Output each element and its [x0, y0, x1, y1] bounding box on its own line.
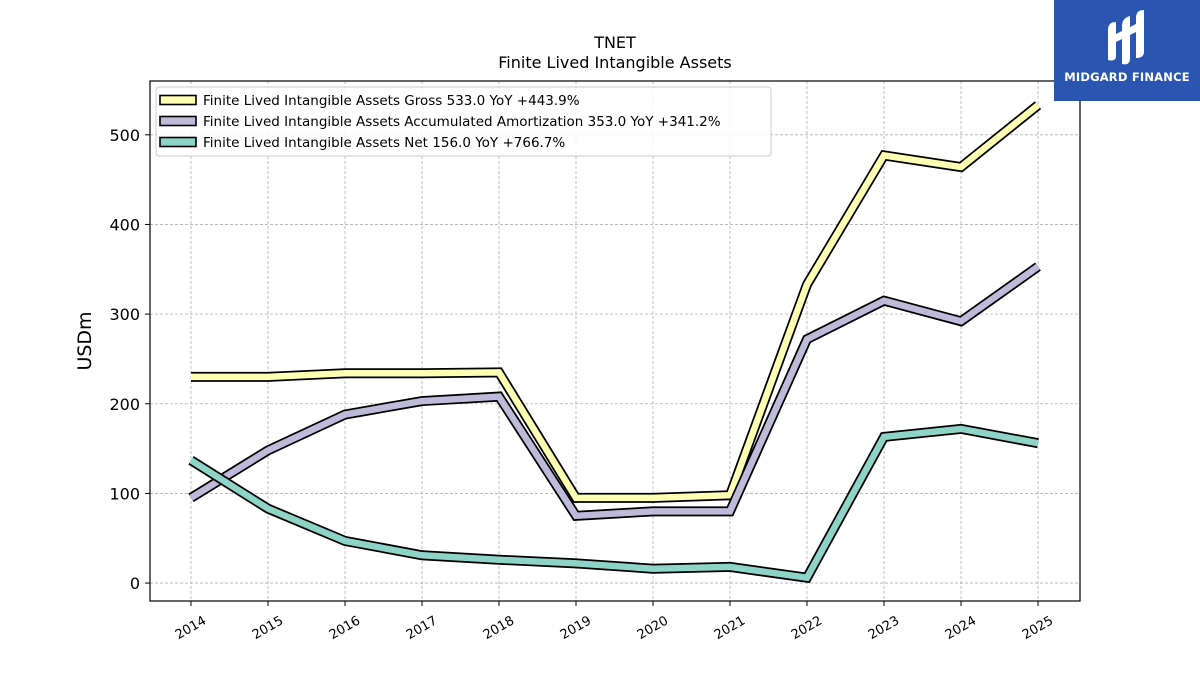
x-tick-label: 2018 [481, 613, 517, 643]
y-tick-label: 400 [109, 215, 140, 234]
plot-frame [149, 80, 1081, 602]
series-line-2 [189, 263, 1040, 520]
x-axis: 2014 2015 2016 2017 2018 2019 2020 2021 2022 2023… [173, 601, 1056, 643]
y-tick-label: 0 [130, 574, 140, 593]
chart-subtitle: Finite Lived Intangible Assets [498, 53, 731, 72]
y-axis: 0 100 200 300 400 500 [109, 126, 150, 593]
x-tick-label: 2025 [1020, 613, 1056, 643]
y-axis-label: USDm [74, 311, 96, 370]
series-line-1 [191, 102, 1041, 502]
x-tick-label: 2023 [866, 613, 902, 643]
x-tick-label: 2022 [789, 613, 825, 643]
x-tick-label: 2015 [250, 613, 286, 643]
series-line-3 [189, 425, 1039, 582]
midgard-m-mark-icon [1108, 10, 1144, 65]
y-tick-label: 500 [109, 126, 140, 145]
y-tick-label: 100 [109, 484, 140, 503]
series-lines [188, 101, 1042, 584]
legend-swatch-3 [159, 136, 197, 148]
legend-label-2: Finite Lived Intangible Assets Accumulat… [203, 114, 721, 130]
x-tick-label: 2017 [404, 613, 440, 643]
y-tick-label: 200 [109, 395, 140, 414]
x-tick-label: 2020 [635, 613, 671, 643]
x-tick-label: 2016 [327, 613, 363, 643]
legend: Finite Lived Intangible Assets Gross 533… [155, 86, 772, 157]
x-tick-label: 2024 [943, 613, 979, 643]
series-outline-2 [188, 262, 1041, 521]
series-outline-3 [188, 423, 1039, 584]
chart-title: TNET [593, 33, 636, 52]
x-tick-label: 2021 [712, 613, 748, 643]
brand-logo: MIDGARD FINANCE [1054, 0, 1200, 101]
legend-swatch-1 [159, 94, 197, 106]
x-tick-label: 2019 [558, 613, 594, 643]
y-tick-label: 300 [109, 305, 140, 324]
legend-box [155, 86, 772, 157]
x-tick-label: 2014 [173, 613, 209, 643]
legend-label-1: Finite Lived Intangible Assets Gross 533… [203, 93, 580, 109]
legend-label-3: Finite Lived Intangible Assets Net 156.0… [203, 135, 565, 151]
brand-name: MIDGARD FINANCE [1064, 70, 1190, 84]
legend-swatch-2 [159, 115, 197, 127]
